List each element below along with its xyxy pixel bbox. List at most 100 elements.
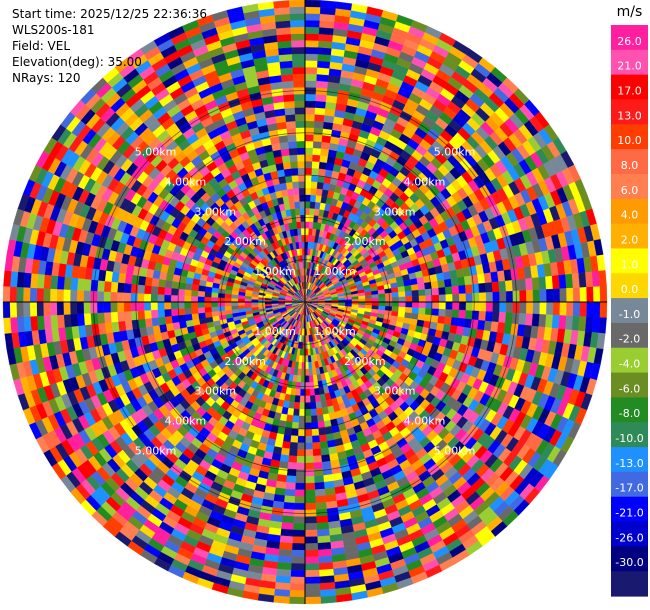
velocity-cell — [312, 154, 321, 162]
velocity-cell — [157, 286, 165, 295]
velocity-cell — [137, 293, 145, 303]
velocity-cell — [579, 287, 588, 303]
velocity-cell — [385, 301, 393, 307]
velocity-cell — [316, 515, 329, 524]
velocity-cell — [313, 134, 323, 142]
velocity-cell — [218, 310, 226, 316]
velocity-cell — [319, 6, 337, 16]
velocity-cell — [297, 435, 306, 444]
velocity-cell — [318, 427, 327, 436]
velocity-cell — [197, 301, 205, 308]
velocity-cell — [444, 316, 452, 326]
velocity-cell — [283, 502, 295, 510]
velocity-cell — [170, 287, 179, 296]
velocity-cell — [157, 309, 165, 318]
velocity-cell — [551, 275, 560, 290]
velocity-cell — [298, 409, 306, 417]
velocity-cell — [190, 307, 199, 315]
velocity-cell — [320, 141, 331, 150]
velocity-cell — [304, 154, 313, 162]
velocity-cell — [292, 415, 300, 423]
velocity-cell — [294, 489, 306, 497]
velocity-cell — [283, 427, 292, 436]
velocity-cell — [599, 286, 608, 303]
velocity-cell — [485, 292, 494, 303]
velocity-cell — [164, 308, 172, 317]
velocity-cell — [217, 306, 226, 312]
velocity-cell — [351, 296, 359, 300]
velocity-cell — [545, 314, 554, 329]
velocity-cell — [43, 288, 51, 303]
velocity-cell — [304, 496, 316, 504]
velocity-cell — [163, 301, 172, 310]
velocity-cell — [391, 296, 400, 303]
velocity-cell — [143, 293, 152, 303]
velocity-cell — [316, 528, 330, 537]
velocity-cell — [304, 523, 318, 531]
velocity-cell — [319, 155, 329, 163]
velocity-cell — [465, 310, 473, 320]
velocity-cell — [171, 315, 180, 324]
velocity-cell — [23, 272, 32, 288]
velocity-cell — [566, 287, 574, 303]
velocity-cell — [320, 0, 337, 9]
velocity-cell — [598, 317, 607, 334]
velocity-cell — [83, 313, 92, 326]
velocity-cell — [378, 293, 386, 299]
velocity-cell — [170, 294, 178, 303]
velocity-cell — [412, 295, 420, 303]
velocity-cell — [572, 287, 581, 303]
velocity-cell — [315, 502, 327, 510]
velocity-cell — [43, 315, 52, 330]
velocity-cell — [478, 282, 487, 294]
velocity-cell — [211, 292, 219, 298]
velocity-cell — [157, 301, 165, 310]
velocity-cell — [491, 311, 500, 323]
velocity-cell — [295, 476, 306, 484]
velocity-cell — [299, 402, 306, 410]
velocity-cell — [310, 408, 318, 417]
velocity-cell — [304, 395, 311, 403]
velocity-cell — [144, 276, 153, 287]
velocity-cell — [170, 308, 179, 317]
velocity-cell — [365, 298, 373, 303]
velocity-cell — [76, 313, 85, 327]
velocity-cell — [70, 277, 79, 291]
velocity-cell — [304, 33, 320, 41]
velocity-cell — [578, 272, 587, 288]
velocity-cell — [300, 375, 306, 383]
velocity-cell — [22, 287, 31, 303]
velocity-cell — [418, 301, 426, 309]
velocity-cell — [452, 293, 460, 303]
velocity-cell — [472, 301, 480, 312]
velocity-cell — [505, 312, 513, 324]
velocity-cell — [308, 375, 314, 383]
velocity-cell — [290, 569, 306, 578]
velocity-cell — [304, 187, 312, 195]
velocity-cell — [304, 167, 313, 175]
velocity-cell — [304, 429, 313, 437]
velocity-cell — [304, 382, 310, 390]
velocity-cell — [304, 442, 313, 450]
velocity-cell — [405, 296, 413, 303]
velocity-cell — [314, 482, 325, 490]
velocity-cell — [365, 301, 373, 306]
velocity-cell — [477, 320, 486, 331]
velocity-cell — [318, 168, 327, 177]
velocity-cell — [410, 313, 419, 320]
velocity-cell — [304, 409, 312, 417]
velocity-cell — [312, 141, 322, 149]
velocity-cell — [450, 317, 459, 327]
velocity-cell — [231, 305, 239, 310]
velocity-cell — [478, 310, 487, 322]
velocity-cell — [304, 46, 319, 55]
velocity-cell — [76, 277, 85, 291]
velocity-cell — [318, 555, 333, 564]
velocity-cell — [290, 563, 306, 571]
velocity-cell — [451, 309, 460, 319]
velocity-cell — [572, 301, 581, 317]
velocity-cell — [492, 301, 500, 313]
velocity-cell — [499, 301, 507, 313]
velocity-cell — [546, 288, 554, 303]
velocity-cell — [304, 13, 321, 21]
